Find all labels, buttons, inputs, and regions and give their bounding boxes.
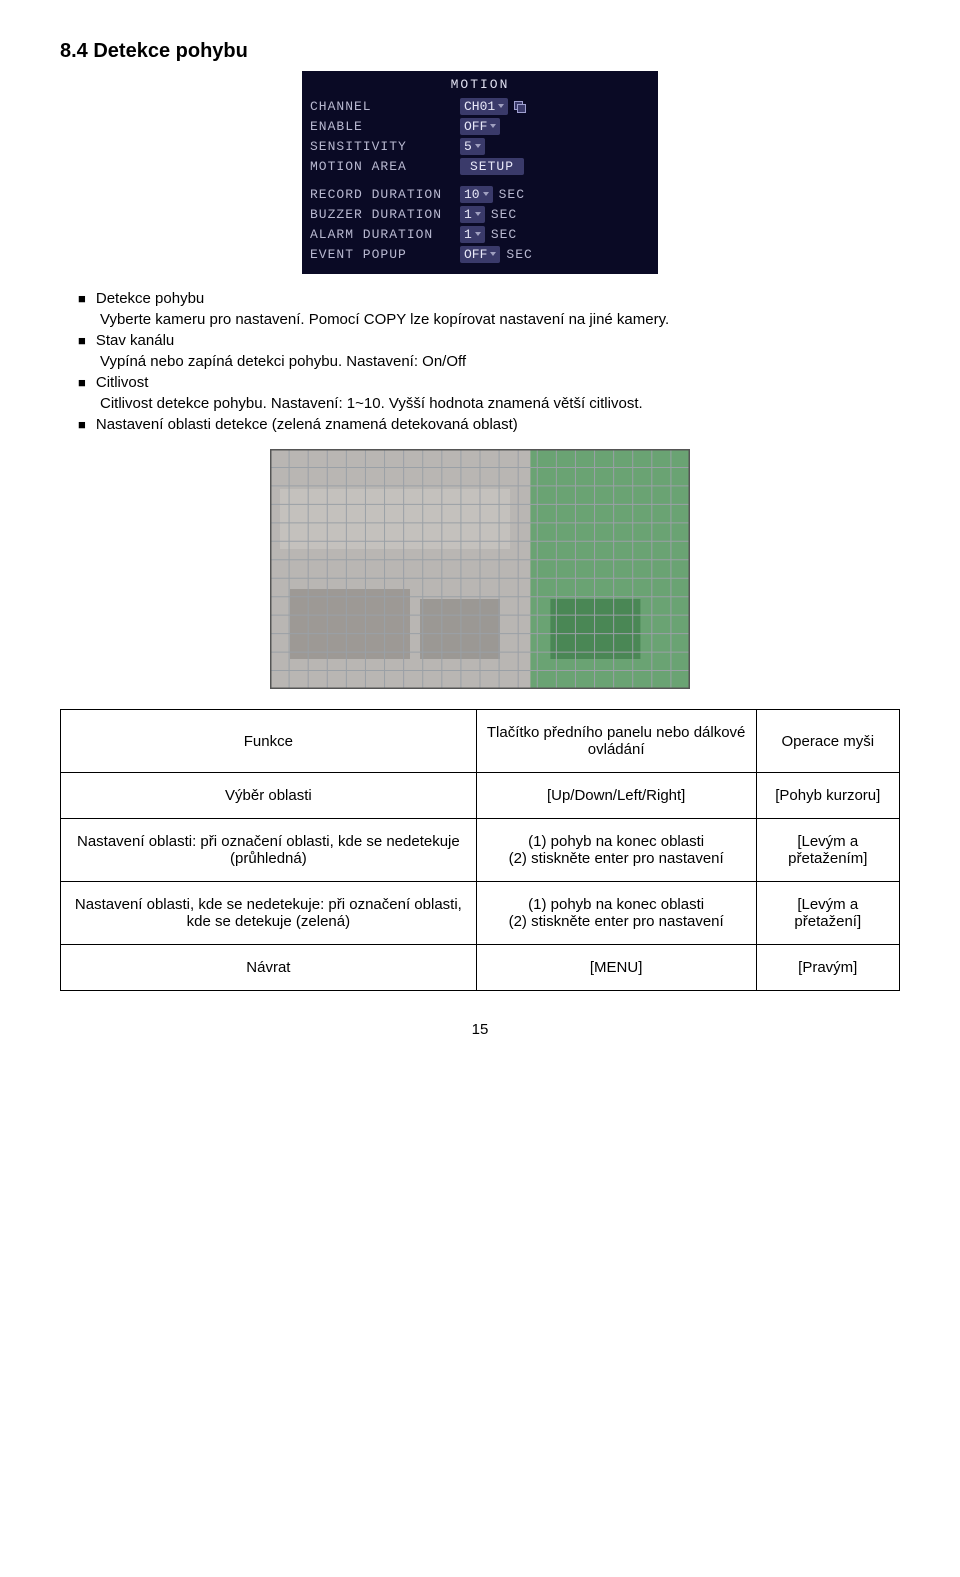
chevron-down-icon (490, 124, 496, 128)
dropdown[interactable]: 5 (460, 138, 485, 155)
table-cell: Nastavení oblasti, kde se nedetekuje: př… (61, 882, 477, 945)
chevron-down-icon (475, 144, 481, 148)
motion-label: MOTION AREA (310, 159, 460, 174)
chevron-down-icon (475, 212, 481, 216)
copy-icon[interactable] (514, 101, 524, 111)
table-row: Výběr oblasti[Up/Down/Left/Right][Pohyb … (61, 773, 900, 819)
table-cell: Návrat (61, 945, 477, 991)
motion-label: RECORD DURATION (310, 187, 460, 202)
dropdown-value: 1 (464, 227, 472, 242)
dropdown-value: CH01 (464, 99, 495, 114)
bullet-subtext: Citlivost detekce pohybu. Nastavení: 1~1… (100, 395, 900, 412)
motion-label: EVENT POPUP (310, 247, 460, 262)
motion-row: CHANNEL CH01 (310, 96, 650, 116)
bullet-item: Stav kanálu (100, 332, 900, 349)
motion-row: SENSITIVITY 5 (310, 136, 650, 156)
motion-label: ALARM DURATION (310, 227, 460, 242)
unit-label: SEC (499, 187, 525, 202)
table-header: Tlačítko předního panelu nebo dálkové ov… (476, 710, 756, 773)
motion-label: BUZZER DURATION (310, 207, 460, 222)
table-row: Nastavení oblasti, kde se nedetekuje: př… (61, 882, 900, 945)
dropdown-value: 5 (464, 139, 472, 154)
setup-button[interactable]: SETUP (460, 158, 524, 175)
motion-row: EVENT POPUP OFF SEC (310, 244, 650, 264)
motion-row: ENABLE OFF (310, 116, 650, 136)
motion-row: ALARM DURATION 1 SEC (310, 224, 650, 244)
table-cell: Výběr oblasti (61, 773, 477, 819)
unit-label: SEC (506, 247, 532, 262)
bullet-item: Citlivost (100, 374, 900, 391)
table-cell: [Levým a přetažení] (756, 882, 899, 945)
table-cell: [MENU] (476, 945, 756, 991)
motion-label: SENSITIVITY (310, 139, 460, 154)
motion-row: BUZZER DURATION 1 SEC (310, 204, 650, 224)
dropdown-value: OFF (464, 119, 487, 134)
dropdown[interactable]: 1 (460, 226, 485, 243)
operations-table: FunkceTlačítko předního panelu nebo dálk… (60, 709, 900, 991)
table-row: Návrat[MENU][Pravým] (61, 945, 900, 991)
dropdown[interactable]: 1 (460, 206, 485, 223)
page-number: 15 (60, 1021, 900, 1038)
table-cell: [Up/Down/Left/Right] (476, 773, 756, 819)
unit-label: SEC (491, 207, 517, 222)
table-cell: (1) pohyb na konec oblasti(2) stiskněte … (476, 882, 756, 945)
unit-label: SEC (491, 227, 517, 242)
dropdown[interactable]: OFF (460, 246, 500, 263)
section-title: 8.4 Detekce pohybu (60, 40, 900, 63)
dropdown-value: 10 (464, 187, 480, 202)
table-header: Operace myši (756, 710, 899, 773)
detection-area-figure (270, 449, 690, 689)
chevron-down-icon (498, 104, 504, 108)
bullet-subtext: Vypíná nebo zapíná detekci pohybu. Nasta… (100, 353, 900, 370)
dropdown-value: 1 (464, 207, 472, 222)
bullet-subtext: Vyberte kameru pro nastavení. Pomocí COP… (100, 311, 900, 328)
motion-settings-panel: MOTION CHANNELCH01ENABLEOFFSENSITIVITY5M… (302, 71, 658, 274)
motion-label: CHANNEL (310, 99, 460, 114)
table-cell: (1) pohyb na konec oblasti(2) stiskněte … (476, 819, 756, 882)
motion-row: MOTION AREASETUP (310, 156, 650, 176)
motion-row: RECORD DURATION 10 SEC (310, 184, 650, 204)
table-cell: [Pohyb kurzoru] (756, 773, 899, 819)
chevron-down-icon (475, 232, 481, 236)
table-cell: Nastavení oblasti: při označení oblasti,… (61, 819, 477, 882)
chevron-down-icon (490, 252, 496, 256)
bullet-list: Detekce pohybu Vyberte kameru pro nastave… (60, 290, 900, 433)
bullet-item: Detekce pohybu (100, 290, 900, 307)
motion-panel-title: MOTION (310, 77, 650, 92)
table-cell: [Pravým] (756, 945, 899, 991)
dropdown-value: OFF (464, 247, 487, 262)
motion-label: ENABLE (310, 119, 460, 134)
bullet-item: Nastavení oblasti detekce (zelená znamen… (100, 416, 900, 433)
dropdown[interactable]: CH01 (460, 98, 508, 115)
chevron-down-icon (483, 192, 489, 196)
table-header: Funkce (61, 710, 477, 773)
table-cell: [Levým a přetažením] (756, 819, 899, 882)
dropdown[interactable]: 10 (460, 186, 493, 203)
table-row: Nastavení oblasti: při označení oblasti,… (61, 819, 900, 882)
dropdown[interactable]: OFF (460, 118, 500, 135)
